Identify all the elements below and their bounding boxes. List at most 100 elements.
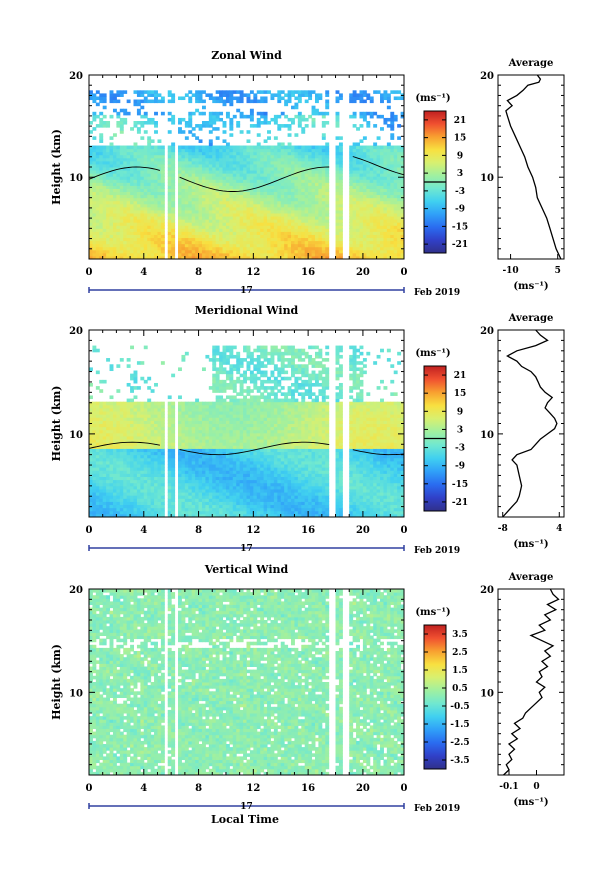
heatmap-cell xyxy=(136,426,141,431)
heatmap-cell xyxy=(318,203,323,208)
heatmap-cell xyxy=(116,93,121,97)
heatmap-cell xyxy=(304,197,309,202)
heatmap-cell xyxy=(212,179,217,183)
heatmap-cell xyxy=(95,495,100,499)
heatmap-cell xyxy=(352,203,357,208)
heatmap-cell xyxy=(126,476,131,481)
heatmap-cell xyxy=(112,473,117,477)
heatmap-cell xyxy=(376,206,381,211)
heatmap-cell xyxy=(167,243,172,248)
heatmap-cell xyxy=(366,151,371,156)
heatmap-cell xyxy=(126,157,131,162)
heatmap-cell xyxy=(352,243,357,248)
heatmap-cell xyxy=(390,182,395,186)
heatmap-cell xyxy=(308,157,313,162)
heatmap-cell xyxy=(380,219,384,223)
heatmap-cell xyxy=(325,111,330,116)
heatmap-cell xyxy=(201,451,206,456)
heatmap-cell xyxy=(136,504,141,509)
heatmap-cell xyxy=(393,216,398,220)
heatmap-cell xyxy=(89,401,93,406)
heatmap-cell xyxy=(123,206,128,211)
heatmap-cell xyxy=(119,182,124,186)
heatmap-cell xyxy=(284,255,289,260)
heatmap-cell xyxy=(126,495,131,499)
heatmap-cell xyxy=(102,482,107,487)
heatmap-cell xyxy=(116,121,121,125)
heatmap-cell xyxy=(208,121,213,125)
heatmap-cell xyxy=(130,176,135,180)
heatmap-cell xyxy=(284,114,289,119)
heatmap-cell xyxy=(143,411,148,415)
heatmap-cell xyxy=(198,467,203,471)
heatmap-cell xyxy=(198,482,203,487)
heatmap-cell xyxy=(222,206,227,211)
heatmap-cell xyxy=(181,130,186,134)
heatmap-cell xyxy=(212,163,217,168)
heatmap-cell xyxy=(304,225,309,229)
heatmap-cell xyxy=(301,90,306,94)
heatmap-cell xyxy=(236,225,241,229)
heatmap-cell xyxy=(109,404,114,409)
heatmap-cell xyxy=(102,93,107,97)
heatmap-cell xyxy=(376,154,381,159)
heatmap-cell xyxy=(287,176,292,180)
heatmap-cell xyxy=(308,219,313,223)
heatmap-cell xyxy=(239,185,244,189)
heatmap-cell xyxy=(184,249,189,254)
heatmap-cell xyxy=(246,179,251,183)
heatmap-cell xyxy=(243,170,247,174)
heatmap-cell xyxy=(184,411,189,415)
heatmap-cell xyxy=(308,173,313,177)
heatmap-cell xyxy=(260,240,265,245)
heatmap-cell xyxy=(130,191,135,196)
heatmap-cell xyxy=(263,231,268,235)
heatmap-cell xyxy=(270,163,275,168)
heatmap-cell xyxy=(188,498,193,502)
heatmap-cell xyxy=(369,160,374,165)
heatmap-cell xyxy=(260,154,265,159)
heatmap-cell xyxy=(380,114,384,119)
heatmap-cell xyxy=(188,124,193,128)
heatmap-cell xyxy=(239,182,244,186)
heatmap-cell xyxy=(215,114,220,119)
heatmap-cell xyxy=(376,197,381,202)
heatmap-cell xyxy=(335,179,340,183)
heatmap-cell xyxy=(143,417,148,421)
heatmap-cell xyxy=(140,213,145,217)
heatmap-cell xyxy=(369,179,374,183)
heatmap-cell xyxy=(147,142,152,147)
heatmap-cell xyxy=(140,163,145,168)
heatmap-cell xyxy=(106,203,111,208)
heatmap-cell xyxy=(102,246,107,251)
heatmap-cell xyxy=(386,191,391,196)
heatmap-cell xyxy=(321,249,326,254)
heatmap-cell xyxy=(311,228,316,232)
heatmap-cell xyxy=(157,197,162,202)
heatmap-cell xyxy=(178,173,182,177)
heatmap-cell xyxy=(89,234,93,239)
heatmap-cell xyxy=(106,222,111,226)
heatmap-cell xyxy=(195,136,200,140)
heatmap-cell xyxy=(277,219,282,223)
heatmap-cell xyxy=(291,249,295,254)
heatmap-cell xyxy=(335,117,340,122)
heatmap-cell xyxy=(349,157,354,162)
heatmap-cell xyxy=(89,206,93,211)
heatmap-cell xyxy=(106,157,111,162)
heatmap-cell xyxy=(291,234,295,239)
heatmap-cell xyxy=(191,435,196,440)
heatmap-cell xyxy=(133,445,138,449)
heatmap-cell xyxy=(119,117,124,122)
heatmap-cell xyxy=(318,182,323,186)
heatmap-cell xyxy=(219,148,224,153)
heatmap-cell xyxy=(157,501,162,506)
heatmap-cell xyxy=(102,225,107,229)
heatmap-cell xyxy=(95,255,100,260)
heatmap-cell xyxy=(366,249,371,254)
heatmap-cell xyxy=(195,197,200,202)
heatmap-cell xyxy=(171,121,176,125)
heatmap-cell xyxy=(92,170,97,174)
heatmap-cell xyxy=(352,99,357,104)
heatmap-cell xyxy=(102,476,107,481)
